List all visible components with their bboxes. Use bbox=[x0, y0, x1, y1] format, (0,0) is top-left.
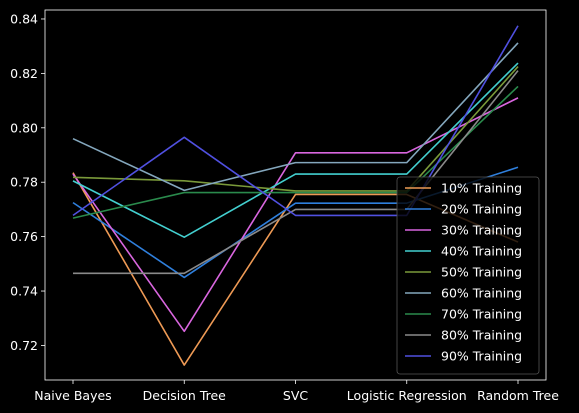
y-tick-label: 0.82 bbox=[10, 66, 38, 81]
x-axis: Naive Bayes Decision Tree SVC Logistic Regr… bbox=[34, 380, 559, 403]
legend-label: 20% Training bbox=[441, 202, 522, 217]
x-tick-label: Logistic Regression bbox=[347, 388, 467, 403]
series-layer bbox=[72, 25, 519, 366]
y-tick-label: 0.78 bbox=[10, 175, 38, 190]
series-line-7 bbox=[72, 85, 519, 219]
series-line-6 bbox=[72, 42, 519, 192]
series-line-8 bbox=[73, 70, 519, 275]
x-tick-label: SVC bbox=[283, 388, 308, 403]
y-axis: 0.72 0.74 0.76 0.78 0.80 0.82 0.84 bbox=[10, 11, 45, 353]
legend-label: 60% Training bbox=[441, 286, 522, 301]
x-tick-label: Decision Tree bbox=[143, 388, 227, 403]
legend-label: 50% Training bbox=[441, 265, 522, 280]
y-tick-label: 0.72 bbox=[10, 338, 38, 353]
series-line-9 bbox=[72, 25, 519, 217]
x-tick-label: Naive Bayes bbox=[34, 388, 111, 403]
y-tick-label: 0.76 bbox=[10, 229, 38, 244]
legend-label: 70% Training bbox=[441, 307, 522, 322]
series-line-3 bbox=[72, 97, 519, 333]
legend-box bbox=[396, 176, 540, 375]
legend: 10% Training 20% Training 30% Training 40% … bbox=[396, 176, 540, 375]
legend-label: 80% Training bbox=[441, 328, 522, 343]
y-tick-label: 0.80 bbox=[10, 120, 38, 135]
y-tick-label: 0.74 bbox=[10, 284, 38, 299]
legend-label: 40% Training bbox=[441, 244, 522, 259]
x-tick-label: Random Tree bbox=[477, 388, 559, 403]
series-line-4 bbox=[72, 62, 519, 238]
series-line-5 bbox=[72, 66, 519, 192]
legend-label: 10% Training bbox=[441, 181, 522, 196]
legend-label: 90% Training bbox=[441, 349, 522, 364]
legend-label: 30% Training bbox=[441, 223, 522, 238]
y-tick-label: 0.84 bbox=[10, 11, 38, 26]
